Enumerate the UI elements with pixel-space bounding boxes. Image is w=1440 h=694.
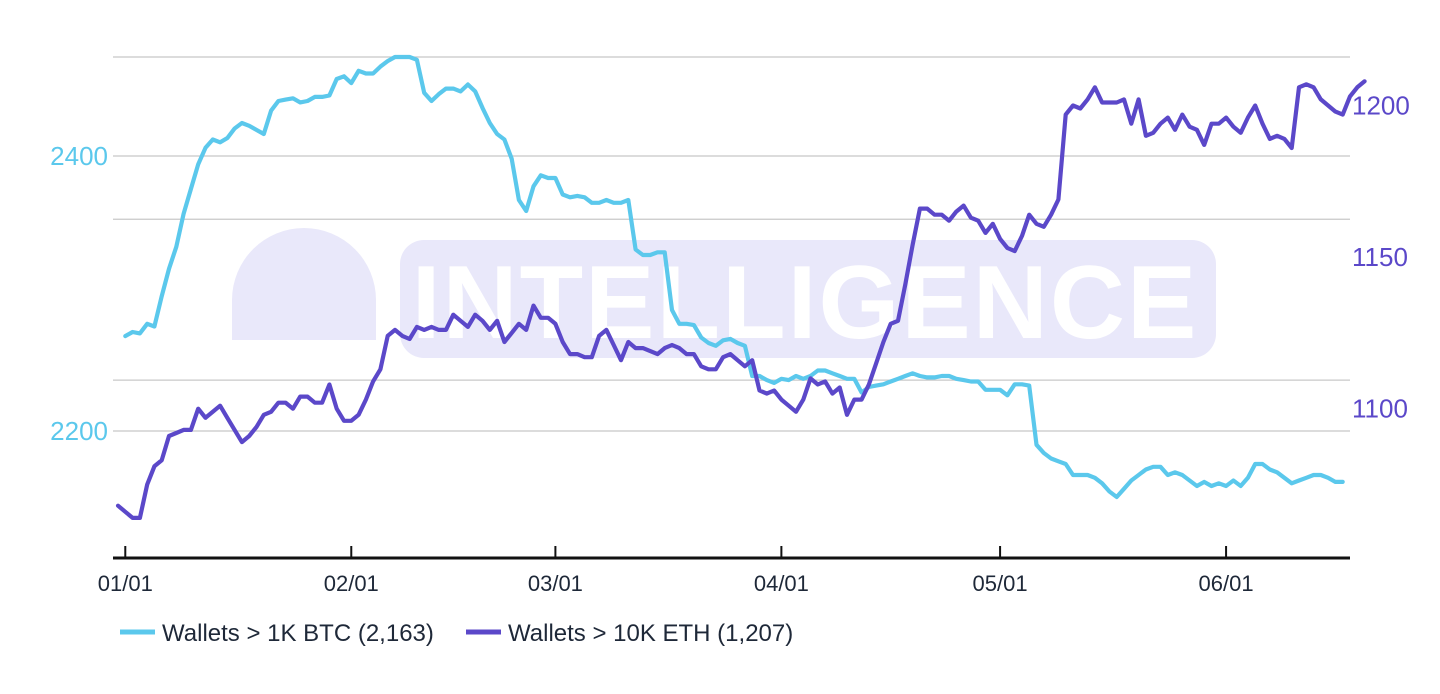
series-group (115, 54, 1367, 521)
x-tick-label: 02/01 (324, 571, 379, 596)
legend-label-eth: Wallets > 10K ETH (1,207) (508, 620, 793, 647)
series-line-eth (115, 79, 1367, 521)
y-right-tick-label: 1150 (1352, 242, 1408, 272)
watermark: INTELLIGENCE (232, 228, 1216, 361)
y-right-tick-label: 1100 (1352, 394, 1408, 424)
watermark-badge (400, 240, 1216, 358)
y-right-tick-label: 1200 (1352, 91, 1410, 121)
watermark-text: INTELLIGENCE (412, 245, 1199, 361)
y-left-tick-label: 2400 (50, 141, 108, 171)
x-tick-label: 05/01 (973, 571, 1028, 596)
legend: Wallets > 1K BTC (2,163) Wallets > 10K E… (120, 620, 793, 647)
series-line-btc (123, 54, 1345, 500)
watermark-logo-icon (232, 228, 376, 340)
x-tick-label: 06/01 (1199, 571, 1254, 596)
gridlines (113, 56, 1350, 432)
x-tick-label: 01/01 (98, 571, 153, 596)
legend-label-btc: Wallets > 1K BTC (2,163) (162, 620, 434, 647)
y-left-tick-label: 2200 (50, 416, 108, 446)
x-tick-label: 03/01 (528, 571, 583, 596)
x-tick-label: 04/01 (754, 571, 809, 596)
tick-labels: 2200 2400 1100 1150 1200 01/01 02/01 03/01 04/01… (50, 91, 1410, 596)
